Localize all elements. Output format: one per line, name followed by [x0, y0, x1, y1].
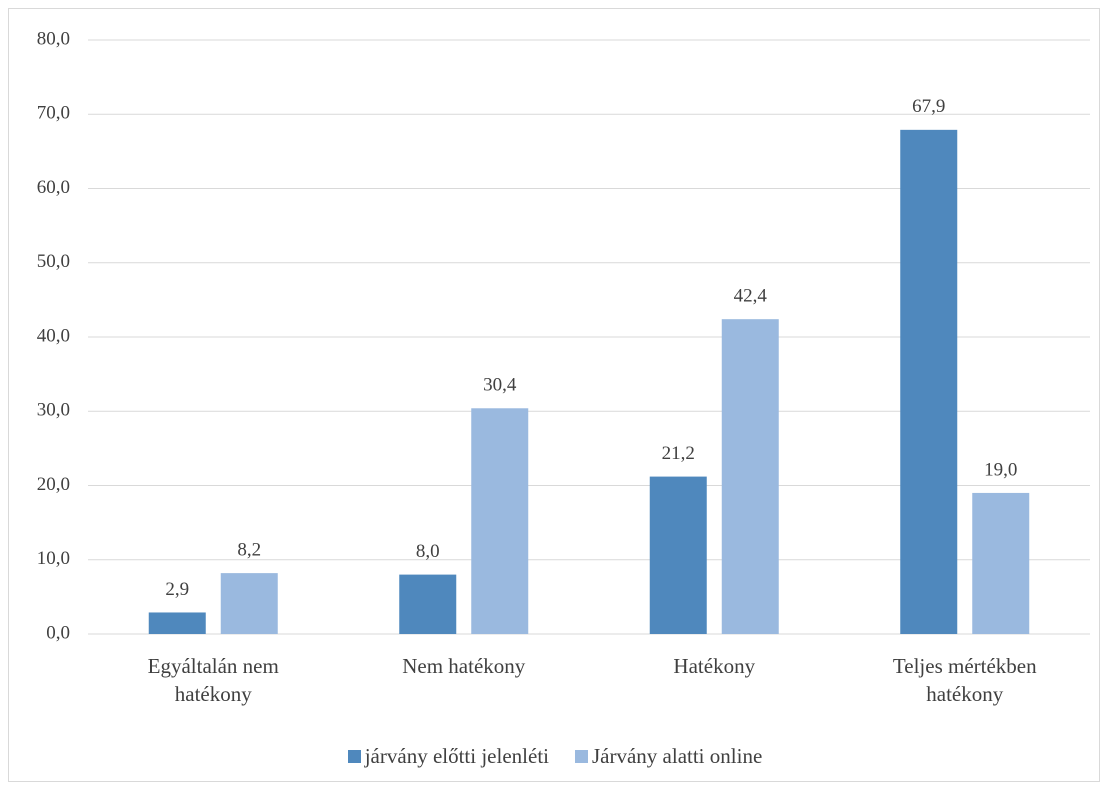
legend: járvány előtti jelenléti Járvány alatti o…	[0, 744, 1110, 769]
bar	[900, 129, 958, 634]
legend-label: járvány előtti jelenléti	[364, 744, 549, 768]
bar	[148, 612, 206, 634]
y-tick-label: 20,0	[37, 474, 70, 495]
y-tick-label: 60,0	[37, 177, 70, 198]
legend-swatch	[574, 750, 588, 763]
legend-swatch	[347, 750, 361, 763]
x-tick-label: Nem hatékony	[402, 654, 526, 678]
bar	[399, 574, 457, 634]
bar	[972, 492, 1030, 634]
legend-label: Járvány alatti online	[591, 744, 763, 768]
y-tick-label: 40,0	[37, 325, 70, 346]
data-label: 8,0	[416, 541, 440, 562]
x-tick-label: Teljes mértékben hatékony	[892, 654, 1037, 706]
data-label: 42,4	[734, 286, 768, 307]
data-label: 2,9	[165, 579, 189, 600]
y-tick-label: 10,0	[37, 548, 70, 569]
x-tick-label: Egyáltalán nem hatékony	[147, 654, 279, 706]
y-tick-label: 70,0	[37, 103, 70, 124]
legend-item: Járvány alatti online	[574, 744, 763, 769]
bar	[220, 573, 278, 634]
data-label: 21,2	[662, 443, 695, 464]
y-tick-label: 0,0	[46, 622, 70, 643]
legend-item: járvány előtti jelenléti	[347, 744, 549, 769]
data-label: 8,2	[237, 539, 261, 560]
data-label: 67,9	[912, 96, 945, 117]
bar	[649, 476, 707, 634]
x-tick-label: Hatékony	[673, 654, 756, 678]
chart-frame	[8, 8, 1100, 782]
y-tick-label: 50,0	[37, 251, 70, 272]
y-tick-label: 80,0	[37, 28, 70, 49]
bar	[471, 408, 529, 634]
data-label: 30,4	[483, 375, 517, 396]
data-label: 19,0	[984, 459, 1017, 480]
bar	[721, 319, 779, 634]
y-tick-label: 30,0	[37, 400, 70, 421]
